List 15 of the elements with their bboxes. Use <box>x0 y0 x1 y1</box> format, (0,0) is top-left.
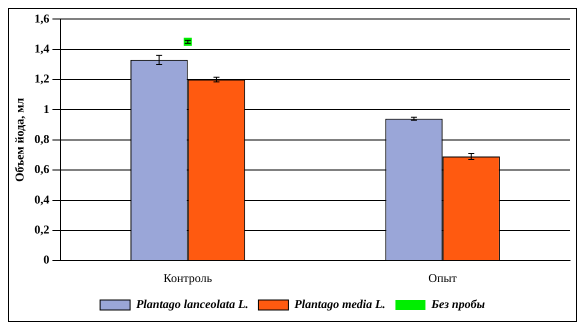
y-tick-label: 0,6 <box>34 162 50 176</box>
y-tick-label: 0,2 <box>34 222 50 237</box>
y-tick-label: 0,4 <box>34 192 50 206</box>
x-tick-label: Контроль <box>164 270 213 285</box>
y-tick-label: 1,2 <box>34 72 50 86</box>
y-tick-label: 1 <box>43 102 50 116</box>
y-tick-label: 1,4 <box>34 41 50 56</box>
y-tick-label: 0 <box>43 252 50 267</box>
legend-label: Без пробы <box>430 297 485 312</box>
y-axis-title: Объем йода, мл <box>12 98 26 182</box>
legend-label: Plantago lanceolata L. <box>136 297 248 312</box>
y-tick-label: 0,8 <box>34 132 50 146</box>
y-tick-label: 1,6 <box>34 11 50 26</box>
x-tick-label: Опыт <box>428 270 458 285</box>
legend-label: Plantago media L. <box>294 297 386 312</box>
